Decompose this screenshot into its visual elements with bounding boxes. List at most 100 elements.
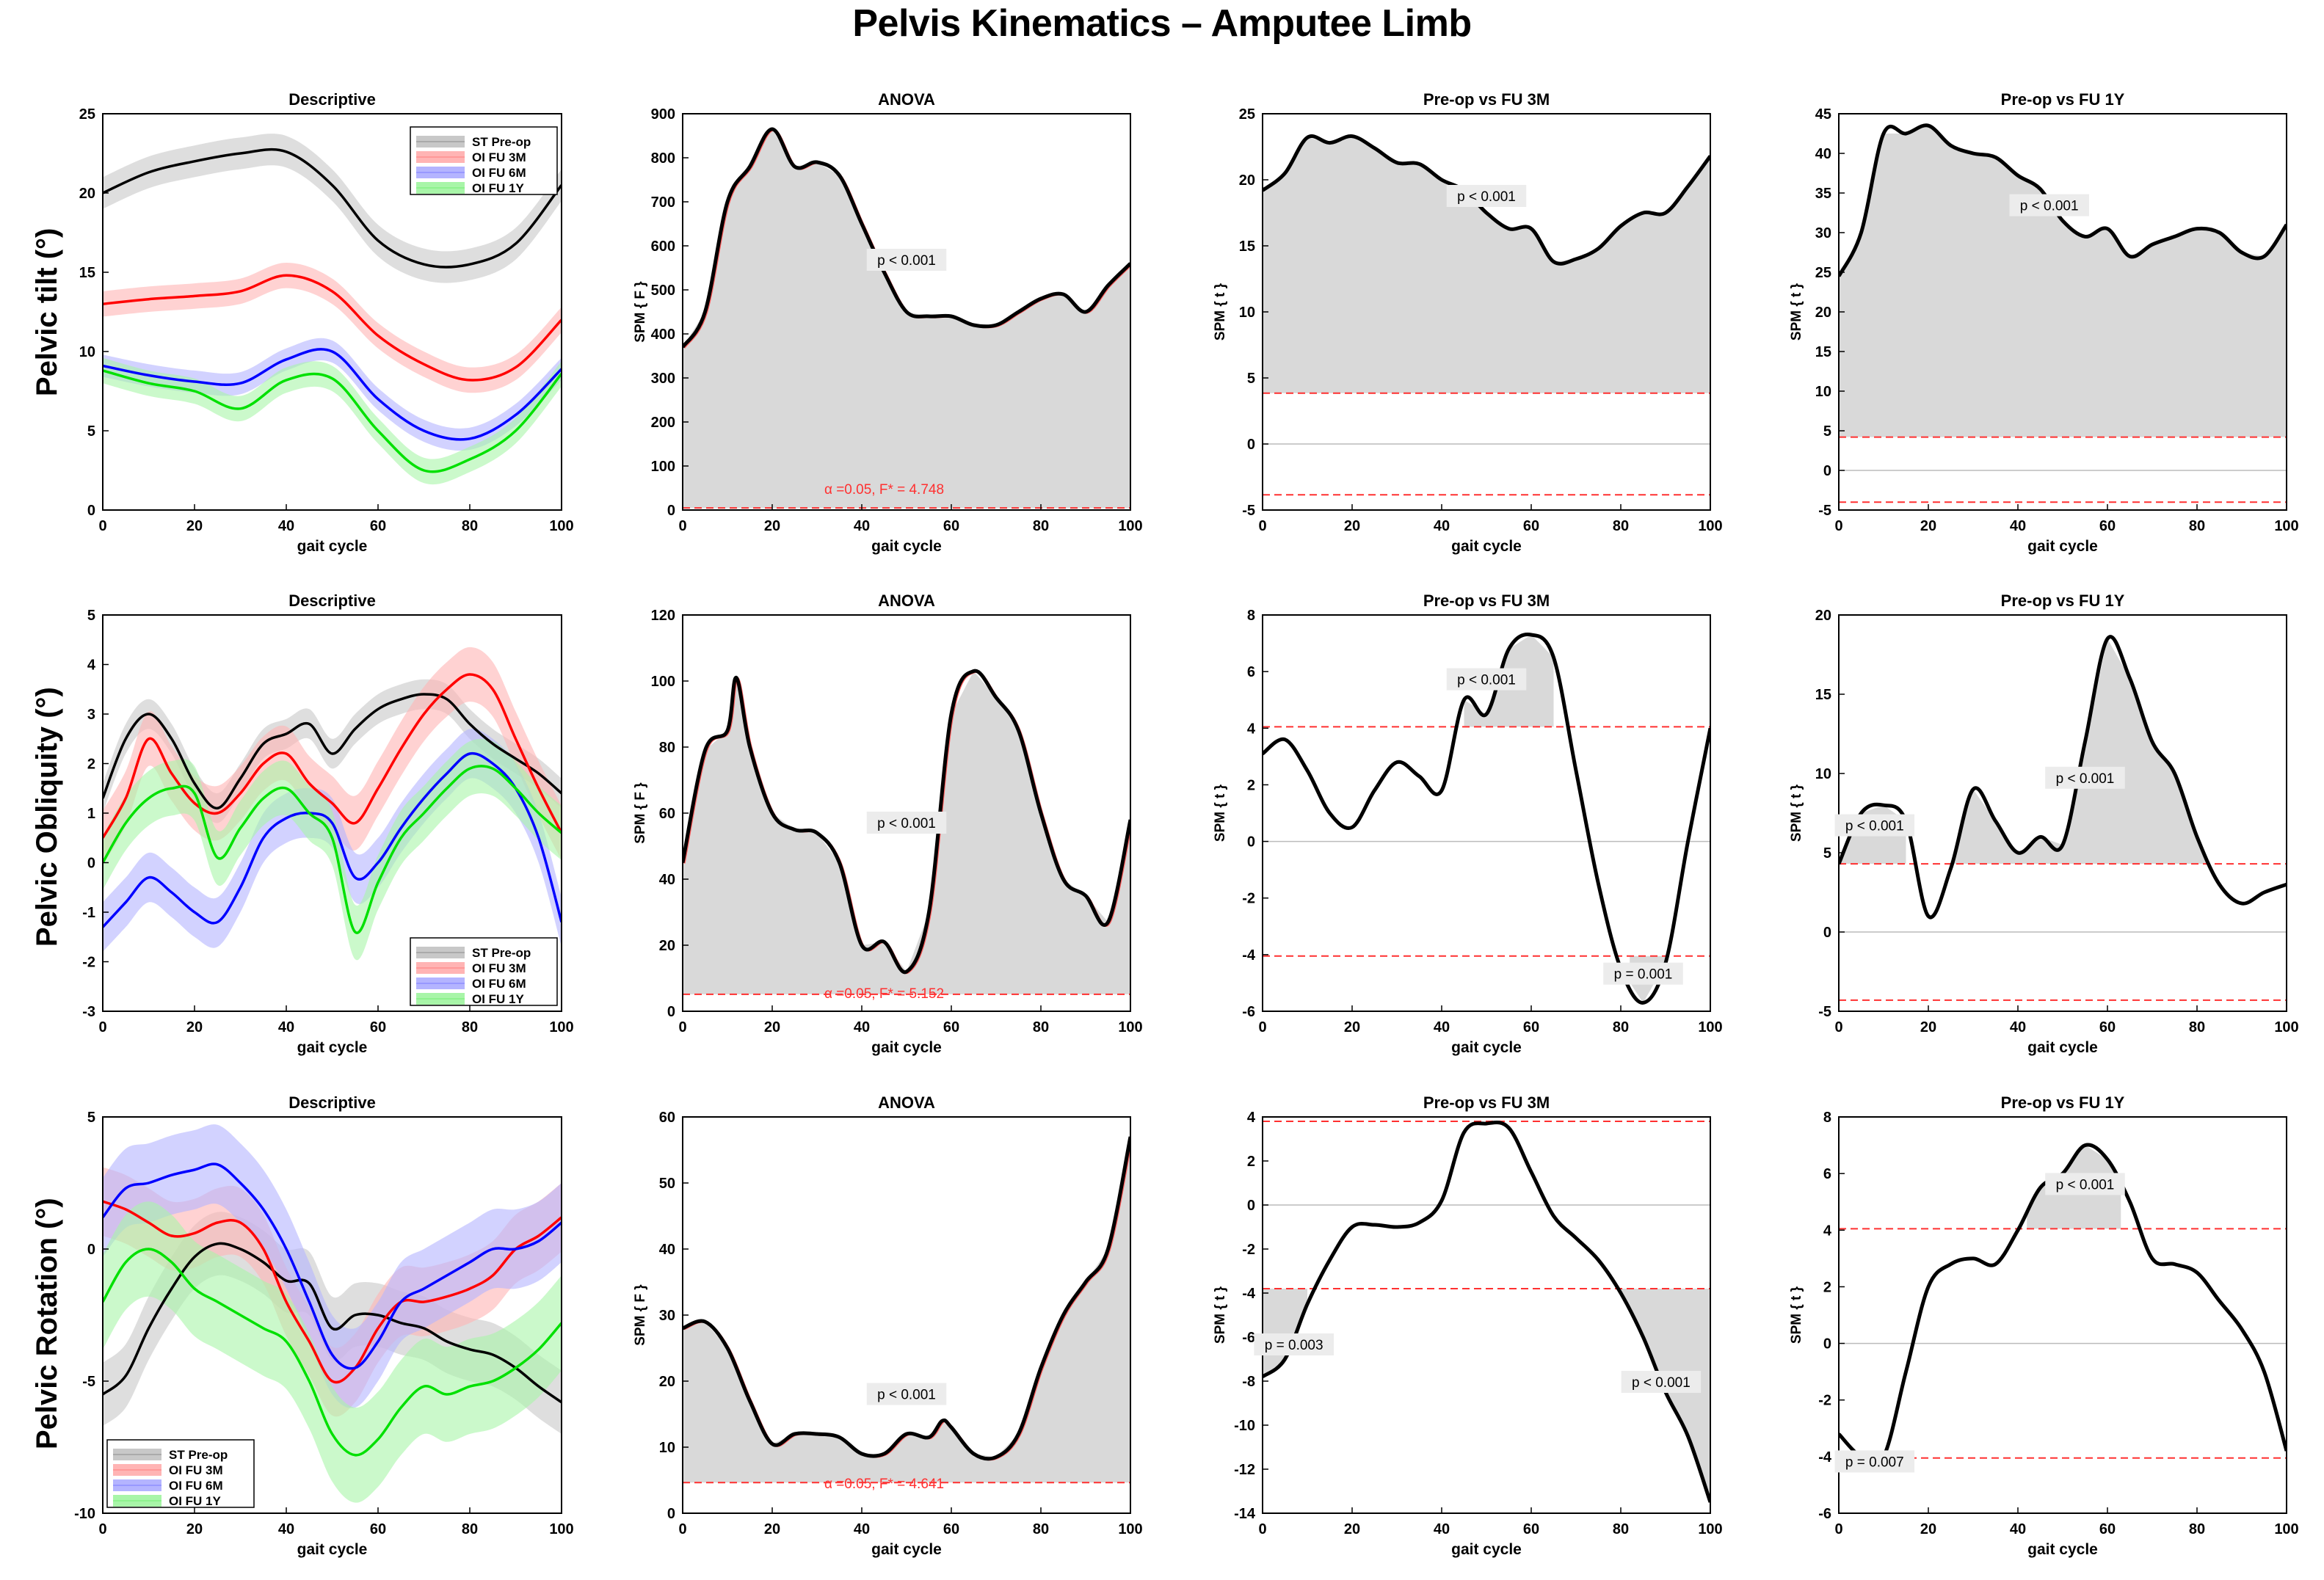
- p-value-label: p < 0.001: [2020, 199, 2079, 214]
- plot-area: [683, 669, 1130, 995]
- y-tick-label: 20: [1239, 172, 1255, 189]
- p-value-label: p < 0.001: [877, 816, 936, 831]
- chart-title: Pre-op vs FU 3M: [1423, 1093, 1550, 1112]
- p-value-box: [2045, 766, 2125, 789]
- chart-panel-rot-3m: 0 20 40 60 80 100 -14 -12 -10 -8 -6 -4 -2 0 2 4 Pre-op v…: [1213, 1093, 1723, 1558]
- p-value-box: [1446, 185, 1527, 207]
- p-value-box: [1621, 1371, 1702, 1393]
- legend-swatch: [416, 182, 465, 194]
- y-tick-label: 0: [87, 1242, 95, 1258]
- x-tick-label: 0: [1258, 1521, 1266, 1537]
- x-tick-label: 60: [2099, 1521, 2116, 1537]
- x-tick-label: 80: [1613, 1019, 1629, 1035]
- chart-title: Pre-op vs FU 1Y: [2001, 1093, 2125, 1112]
- x-tick-label: 60: [370, 1521, 386, 1537]
- x-tick-label: 60: [370, 1019, 386, 1035]
- x-tick-label: 0: [1258, 1019, 1266, 1035]
- series-line-oi-fu-3m: [103, 1200, 562, 1384]
- y-tick-label: 50: [659, 1176, 675, 1192]
- x-tick-label: 20: [1344, 1019, 1360, 1035]
- y-tick-label: 15: [79, 265, 95, 281]
- x-tick-label: 40: [278, 1521, 294, 1537]
- axes-box: [1838, 614, 2287, 1012]
- critical-threshold-label: α =0.05, F* = 5.152: [824, 986, 944, 1002]
- y-tick-label: -10: [1234, 1418, 1255, 1434]
- chart-panel-rot-1y: 0 20 40 60 80 100 -6 -4 -2 0 2 4 6 8 Pre-op vs FU 1Y ga…: [1789, 1093, 2299, 1558]
- y-tick-label: 10: [1815, 766, 1831, 782]
- x-tick-label: 100: [1698, 518, 1722, 534]
- p-value-box: [1603, 962, 1683, 985]
- y-tick-label: 2: [87, 757, 95, 773]
- band-oi-fu-1y: [103, 1201, 562, 1503]
- chart-title: Pre-op vs FU 3M: [1423, 90, 1550, 109]
- legend-swatch: [113, 1495, 161, 1507]
- y-tick-label: 25: [1815, 265, 1831, 281]
- x-tick-label: 0: [678, 1521, 686, 1537]
- y-tick-label: 10: [659, 1440, 675, 1456]
- chart-panel-tilt-desc: 0 20 40 60 80 100 0 5 10 15 20 25 Descriptive gait cy…: [79, 90, 574, 555]
- y-tick-label: 5: [1823, 845, 1831, 862]
- y-axis-label: SPM { F }: [633, 281, 648, 343]
- x-tick-label: 20: [764, 1019, 780, 1035]
- series-line-oi-fu-6m: [103, 751, 562, 928]
- chart-panel-rot-anova: 0 20 40 60 80 100 0 10 20 30 40 50 60 ANOVA gait cycle…: [633, 1093, 1143, 1558]
- plot-area: [103, 647, 562, 961]
- legend-swatch: [416, 151, 465, 163]
- y-tick-label: -2: [1818, 1393, 1831, 1409]
- y-tick-label: 45: [1815, 106, 1831, 123]
- p-value-box: [2009, 194, 2089, 216]
- x-tick-label: 40: [1434, 518, 1450, 534]
- x-tick-label: 100: [2274, 518, 2298, 534]
- p-value-box: [1834, 814, 1915, 837]
- legend-swatch: [113, 1479, 161, 1491]
- x-tick-label: 100: [549, 518, 573, 534]
- y-axis-label: SPM { t }: [1789, 283, 1804, 341]
- x-tick-label: 40: [2010, 1019, 2026, 1035]
- y-tick-label: -3: [82, 1004, 95, 1020]
- band-oi-fu-1y: [103, 357, 562, 485]
- y-tick-label: 15: [1815, 687, 1831, 703]
- plot-area: [683, 1136, 1130, 1484]
- chart-panel-tilt-anova: 0 20 40 60 80 100 0 100 200 300 400 500 600 700 800 900…: [633, 90, 1143, 555]
- x-tick-label: 0: [678, 1019, 686, 1035]
- x-tick-label: 0: [1834, 518, 1842, 534]
- x-tick-label: 0: [1834, 1521, 1842, 1537]
- x-tick-label: 80: [1033, 518, 1049, 534]
- suprathreshold-cluster: [683, 671, 1130, 994]
- series-line-oi-fu-6m: [103, 1162, 562, 1370]
- band-st-pre-op: [103, 679, 562, 823]
- x-tick-label: 40: [854, 518, 870, 534]
- x-axis-label: gait cycle: [1451, 1039, 1522, 1056]
- y-tick-label: 2: [1247, 1154, 1255, 1170]
- chart-title: ANOVA: [878, 1093, 935, 1112]
- y-tick-label: -5: [82, 1374, 95, 1390]
- x-tick-label: 100: [1698, 1019, 1722, 1035]
- legend-swatch: [113, 1464, 161, 1476]
- suprathreshold-cluster: [683, 1137, 1130, 1483]
- x-axis-label: gait cycle: [297, 538, 368, 555]
- x-tick-label: 80: [1033, 1019, 1049, 1035]
- suprathreshold-cluster: [1950, 638, 2207, 864]
- suprathreshold-cluster: [683, 129, 1130, 509]
- y-tick-label: 0: [1247, 1198, 1255, 1214]
- y-tick-label: 2: [1823, 1279, 1831, 1295]
- x-tick-label: 100: [549, 1019, 573, 1035]
- y-tick-label: 30: [1815, 225, 1831, 241]
- critical-threshold-label: α =0.05, F* = 4.641: [824, 1477, 944, 1492]
- y-tick-label: 4: [1247, 1110, 1256, 1126]
- series-line-oi-fu-1y: [103, 1248, 562, 1457]
- plot-area: [103, 1124, 562, 1503]
- x-tick-label: 40: [854, 1521, 870, 1537]
- x-tick-label: 100: [1118, 1019, 1142, 1035]
- legend-swatch: [416, 136, 465, 148]
- p-value-label: p = 0.001: [1614, 967, 1673, 983]
- series-line-oi-fu-1y: [103, 369, 562, 473]
- p-value-box: [866, 249, 947, 271]
- x-tick-label: 60: [1523, 1521, 1539, 1537]
- y-tick-label: 8: [1247, 608, 1255, 624]
- chart-title: ANOVA: [878, 90, 935, 109]
- band-oi-fu-3m: [103, 1167, 562, 1417]
